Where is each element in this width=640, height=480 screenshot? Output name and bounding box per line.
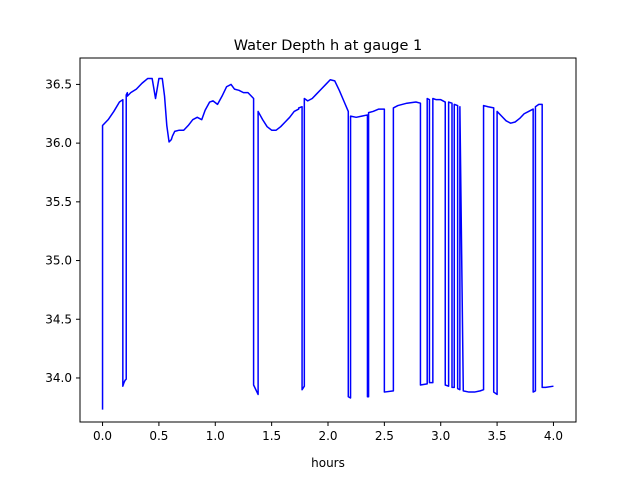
x-axis: 0.0 0.5 1.0 1.5 2.0 2.5 3.0 3.5 4.0	[93, 422, 563, 443]
y-tick-label: 34.0	[45, 371, 72, 385]
x-tick-label: 3.0	[431, 429, 450, 443]
x-tick-label: 1.0	[206, 429, 225, 443]
x-tick-label: 4.0	[544, 429, 563, 443]
y-axis: 34.0 34.5 35.0 35.5 36.0 36.5	[45, 77, 80, 385]
x-tick-label: 0.0	[93, 429, 112, 443]
y-tick-label: 36.5	[45, 77, 72, 91]
x-tick-label: 0.5	[149, 429, 168, 443]
chart-title: Water Depth h at gauge 1	[234, 38, 422, 54]
series-line-water-depth	[101, 77, 554, 410]
y-tick-label: 34.5	[45, 312, 72, 326]
y-tick-label: 35.5	[45, 195, 72, 209]
y-tick-label: 35.0	[45, 254, 72, 268]
x-tick-label: 1.5	[262, 429, 281, 443]
x-tick-label: 2.0	[318, 429, 337, 443]
y-tick-label: 36.0	[45, 136, 72, 150]
plot-area	[101, 77, 554, 410]
x-tick-label: 3.5	[488, 429, 507, 443]
x-tick-label: 2.5	[375, 429, 394, 443]
x-axis-label: hours	[311, 456, 345, 470]
